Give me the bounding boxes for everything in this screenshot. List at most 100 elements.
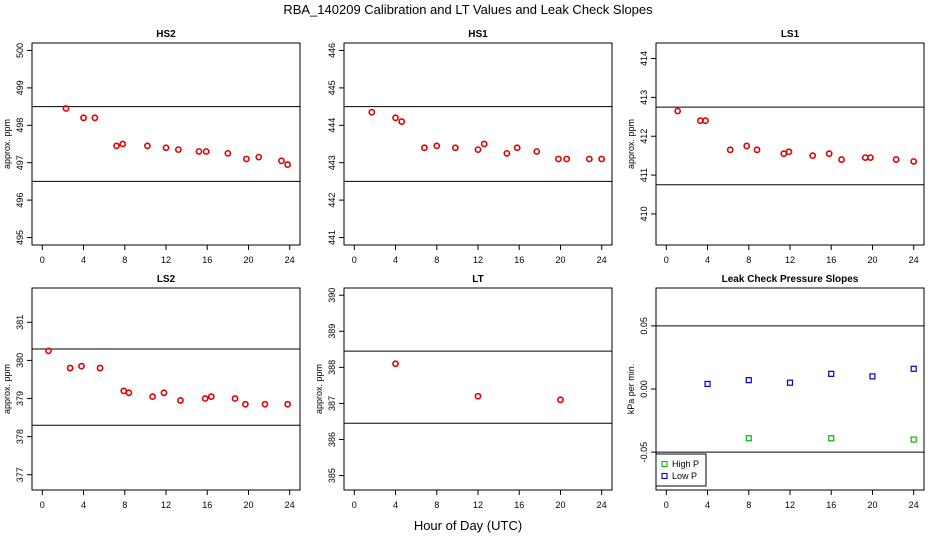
data-point [585,155,593,163]
data-point [144,142,151,150]
data-point [202,148,210,155]
x-tick-label: 12 [161,255,171,265]
data-point [726,146,734,154]
x-tick-label: 4 [81,500,86,510]
x-tick-label: 8 [122,255,127,265]
data-point [96,364,104,372]
data-point [828,435,835,442]
data-point [255,153,263,161]
y-tick-label: 377 [15,467,25,482]
data-point [828,370,835,377]
panel-title: LS2 [157,274,176,285]
x-tick-label: 24 [909,500,919,510]
data-point [242,155,250,163]
page-title: RBA_140209 Calibration and LT Values and… [283,2,653,17]
legend-label: Low P [672,471,697,481]
y-tick-label: 388 [327,360,337,375]
y-tick-label: 441 [327,230,337,245]
data-point [420,144,428,152]
data-point [702,117,709,125]
y-axis-label: kPa per min. [626,364,636,415]
data-point [162,144,170,152]
x-tick-label: 8 [746,500,751,510]
data-point [284,161,292,168]
x-tick-label: 24 [597,255,607,265]
data-point [392,114,399,122]
data-point [91,114,99,122]
x-tick-label: 20 [555,500,565,510]
x-tick-label: 16 [202,500,212,510]
data-point [598,155,606,163]
data-point [513,144,521,152]
x-tick-label: 4 [705,255,710,265]
data-point [704,380,711,388]
data-point [177,397,184,404]
x-tick-label: 12 [161,500,171,510]
x-tick-label: 8 [122,500,127,510]
x-tick-label: 8 [434,500,439,510]
x-tick-label: 20 [867,500,877,510]
y-tick-label: 496 [15,193,25,208]
y-tick-label: 411 [639,168,649,182]
data-point [45,347,52,355]
data-point [66,364,74,372]
data-point [224,149,232,157]
data-point [160,389,168,397]
data-point [451,144,459,152]
data-point [910,158,918,165]
data-point [261,400,269,408]
data-point [867,154,874,161]
y-tick-label: -0.05 [639,442,649,463]
data-point [433,142,441,150]
data-point [825,150,833,158]
data-point [910,436,917,443]
x-axis-label: Hour of Day (UTC) [413,518,523,533]
y-tick-label: 379 [15,391,25,406]
legend-box [655,453,707,487]
x-tick-label: 24 [285,255,295,265]
y-tick-label: 386 [327,432,337,447]
x-tick-label: 20 [243,500,253,510]
x-tick-label: 12 [473,255,483,265]
data-point [892,156,900,163]
data-point [745,435,752,442]
data-point [80,114,87,122]
y-tick-label: 497 [15,155,25,170]
panel-title: Leak Check Pressure Slopes [722,274,859,285]
x-tick-label: 0 [352,255,357,265]
data-point [533,148,541,155]
y-tick-label: 444 [327,118,337,133]
y-tick-label: 389 [327,324,337,339]
data-point [474,146,482,154]
data-point [563,155,571,163]
x-tick-label: 0 [40,255,45,265]
x-tick-label: 16 [826,255,836,265]
y-tick-label: 442 [327,193,337,208]
y-tick-label: 412 [639,129,649,144]
y-tick-label: 414 [639,51,649,66]
y-tick-label: 499 [15,80,25,95]
data-point [674,107,682,115]
legend-label: High P [672,459,699,469]
x-tick-label: 16 [826,500,836,510]
data-point [557,396,564,404]
x-tick-label: 4 [393,255,398,265]
data-point [149,393,156,401]
y-tick-label: 0.05 [639,317,649,335]
x-tick-label: 4 [705,500,710,510]
x-tick-label: 16 [514,500,524,510]
y-tick-label: 381 [15,315,25,330]
y-tick-label: 378 [15,429,25,444]
y-axis-label: approx. ppm [2,119,12,169]
data-point [480,140,488,148]
x-tick-label: 24 [909,255,919,265]
x-tick-label: 0 [664,255,669,265]
x-tick-label: 0 [352,500,357,510]
x-tick-label: 24 [597,500,607,510]
x-tick-label: 20 [555,255,565,265]
panel-title: HS2 [156,29,176,40]
